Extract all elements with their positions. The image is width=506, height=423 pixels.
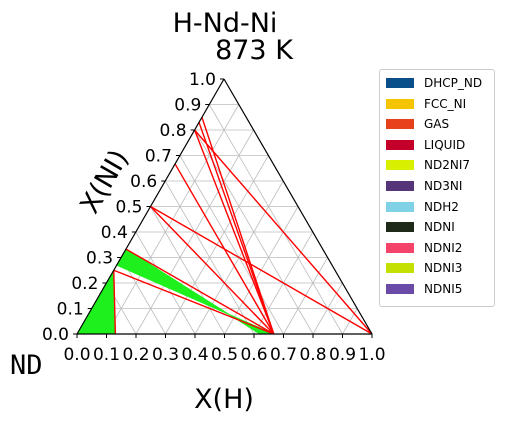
legend-swatch bbox=[386, 242, 414, 253]
tie-line bbox=[198, 122, 275, 335]
y-tick-label: 0.8 bbox=[160, 121, 187, 141]
x-tick-label: 0.6 bbox=[240, 345, 267, 365]
y-tick-label: 0.6 bbox=[130, 172, 157, 192]
x-tick-label: 0.4 bbox=[181, 345, 208, 365]
grid-line-z bbox=[208, 104, 343, 335]
legend-item: ND3NI bbox=[386, 179, 462, 193]
x-tick-label: 0.5 bbox=[211, 345, 238, 365]
legend-label: FCC_NI bbox=[424, 96, 467, 111]
y-tick-label: 0.2 bbox=[71, 274, 98, 294]
legend-swatch bbox=[386, 263, 414, 274]
legend-swatch bbox=[386, 78, 414, 88]
legend: DHCP_ND FCC_NI GAS LIQUID ND2NI7 ND3NI NDH2 NDN… bbox=[379, 69, 495, 307]
legend-label: NDH2 bbox=[424, 199, 459, 214]
legend-label: GAS bbox=[424, 117, 450, 132]
legend-label: DHCP_ND bbox=[424, 76, 483, 90]
legend-swatch bbox=[386, 222, 414, 233]
grid-lines bbox=[91, 104, 358, 335]
x-axis-label: X(H) bbox=[194, 384, 254, 415]
tie-line bbox=[150, 205, 373, 335]
legend-item: DHCP_ND bbox=[386, 76, 482, 90]
legend-swatch bbox=[386, 98, 414, 109]
legend-label: NDNI5 bbox=[424, 282, 463, 296]
y-tick-label: 0.5 bbox=[115, 198, 142, 218]
x-tick-label: 0.8 bbox=[299, 345, 326, 365]
x-tick-label: 0.9 bbox=[329, 345, 356, 365]
legend-swatch bbox=[386, 284, 414, 294]
x-tick-label: 0.7 bbox=[270, 345, 297, 365]
x-tick-label: 0.3 bbox=[152, 345, 179, 365]
tie-line bbox=[149, 206, 275, 335]
legend-label: ND2NI7 bbox=[424, 158, 471, 173]
tie-line bbox=[194, 129, 373, 335]
x-tick-label: 0.2 bbox=[122, 345, 149, 365]
legend-item: NDNI2 bbox=[386, 241, 462, 255]
legend-item: NDNI5 bbox=[386, 282, 462, 296]
legend-item: ND2NI7 bbox=[386, 158, 470, 172]
grid-line-z bbox=[164, 180, 255, 335]
legend-swatch bbox=[386, 201, 414, 212]
grid-line-z bbox=[150, 206, 225, 335]
legend-item: NDH2 bbox=[386, 200, 459, 214]
y-tick-label: 0.1 bbox=[57, 300, 84, 320]
legend-swatch bbox=[386, 139, 414, 150]
tick-labels: 0.0 0.1 0.2 0.3 0.4 0.5 0.6 0.7 0.8 0.9 1.00.00.10… bbox=[42, 70, 386, 365]
legend-swatch bbox=[386, 160, 414, 171]
x-tick-label: 0.1 bbox=[93, 345, 120, 365]
y-tick-label: 0.0 bbox=[42, 325, 69, 345]
legend-item: FCC_NI bbox=[386, 97, 466, 111]
hypotenuse-line bbox=[223, 78, 373, 335]
legend-label: LIQUID bbox=[424, 137, 466, 152]
y-tick-label: 0.3 bbox=[86, 249, 113, 269]
legend-label: NDNI2 bbox=[424, 240, 463, 255]
tie-line bbox=[201, 117, 275, 335]
tie-line bbox=[113, 270, 117, 335]
x-tick-label: 0.0 bbox=[63, 345, 90, 365]
legend-label: ND3NI bbox=[424, 179, 463, 193]
chart-subtitle: 873 K bbox=[215, 35, 294, 66]
legend-label: NDNI3 bbox=[424, 261, 463, 276]
legend-swatch bbox=[386, 181, 414, 191]
legend-item: LIQUID bbox=[386, 138, 465, 152]
y-tick-label: 0.9 bbox=[174, 96, 201, 116]
tie-line bbox=[113, 269, 275, 335]
x-tick-label: 1.0 bbox=[358, 345, 385, 365]
y-tick-label: 0.4 bbox=[101, 223, 128, 243]
legend-item: NDNI3 bbox=[386, 261, 462, 275]
y-tick-label: 0.7 bbox=[145, 147, 172, 167]
tie-line bbox=[125, 248, 275, 335]
legend-label: NDNI bbox=[424, 220, 455, 235]
legend-swatch bbox=[386, 119, 414, 130]
tie-lines bbox=[113, 117, 373, 335]
chart-title: H-Nd-Ni bbox=[173, 8, 278, 39]
legend-item: GAS bbox=[386, 117, 449, 131]
corner-label-nd: ND bbox=[10, 350, 43, 381]
grid-line-z bbox=[179, 155, 284, 335]
y-tick-label: 1.0 bbox=[189, 70, 216, 90]
legend-item: NDNI bbox=[386, 220, 455, 234]
tie-line bbox=[193, 129, 275, 335]
